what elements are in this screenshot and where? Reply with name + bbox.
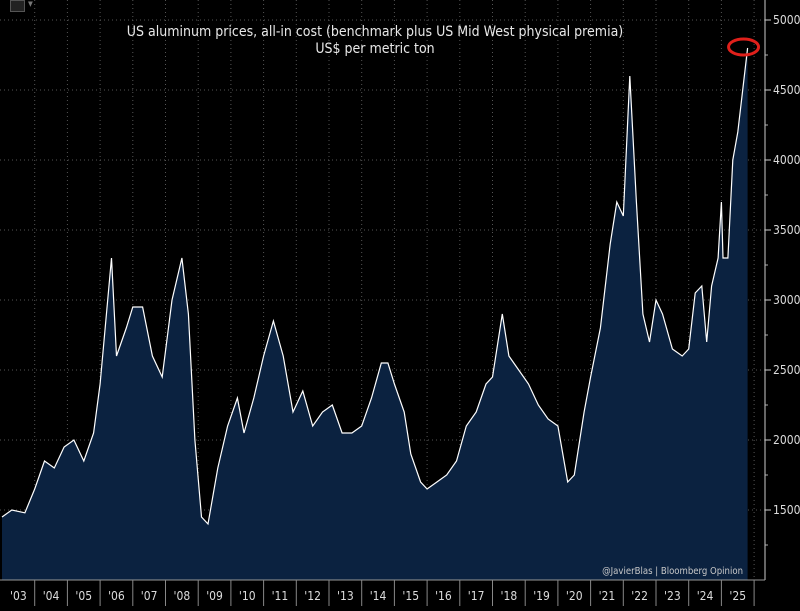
annotation-circle bbox=[727, 37, 761, 57]
x-tick-label: '19 bbox=[533, 589, 550, 603]
grid bbox=[0, 0, 765, 580]
x-tick-label: '23 bbox=[664, 589, 681, 603]
x-tick-label: '06 bbox=[108, 589, 125, 603]
x-tick-label: '17 bbox=[468, 589, 485, 603]
x-tick-label: '20 bbox=[566, 589, 583, 603]
y-tick-label: 4500 bbox=[773, 83, 800, 97]
y-tick-label: 3500 bbox=[773, 223, 800, 237]
x-tick-label: '25 bbox=[729, 589, 746, 603]
x-tick-label: '24 bbox=[697, 589, 714, 603]
x-tick-label: '10 bbox=[239, 589, 256, 603]
x-tick-label: '04 bbox=[43, 589, 60, 603]
x-tick-label: '18 bbox=[500, 589, 517, 603]
credit: @JavierBlas | Bloomberg Opinion bbox=[602, 566, 743, 577]
x-tick-label: '05 bbox=[75, 589, 92, 603]
x-tick-label: '03 bbox=[10, 589, 27, 603]
chart-subtitle: US$ per metric ton bbox=[315, 41, 434, 57]
x-tick-label: '15 bbox=[402, 589, 419, 603]
x-tick-label: '08 bbox=[173, 589, 190, 603]
y-tick-label: 2000 bbox=[773, 433, 800, 447]
x-tick-label: '07 bbox=[141, 589, 158, 603]
x-tick-label: '14 bbox=[370, 589, 387, 603]
x-tick-label: '09 bbox=[206, 589, 223, 603]
y-tick-label: 1500 bbox=[773, 503, 800, 517]
x-tick-label: '11 bbox=[272, 589, 289, 603]
x-tick-label: '12 bbox=[304, 589, 321, 603]
y-tick-label: 5000 bbox=[773, 13, 800, 27]
chart-type-icon[interactable] bbox=[10, 0, 25, 12]
x-tick-label: '13 bbox=[337, 589, 354, 603]
x-tick-label: '21 bbox=[599, 589, 616, 603]
x-tick-label: '16 bbox=[435, 589, 452, 603]
y-tick-label: 4000 bbox=[773, 153, 800, 167]
x-tick-label: '22 bbox=[631, 589, 648, 603]
x-axis: '03 '04 '05 '06 '07 '08 '09 '10 '11 '12 '13 '14 '15 '… bbox=[0, 579, 765, 606]
dropdown-arrow-icon[interactable]: ▼ bbox=[28, 0, 33, 8]
y-axis: 1500 2000 2500 3000 3500 4000 4500 5000 bbox=[764, 0, 800, 580]
y-tick-label: 3000 bbox=[773, 293, 800, 307]
price-line bbox=[1, 47, 749, 526]
chart-title: US aluminum prices, all-in cost (benchma… bbox=[127, 24, 623, 40]
y-tick-label: 2500 bbox=[773, 363, 800, 377]
